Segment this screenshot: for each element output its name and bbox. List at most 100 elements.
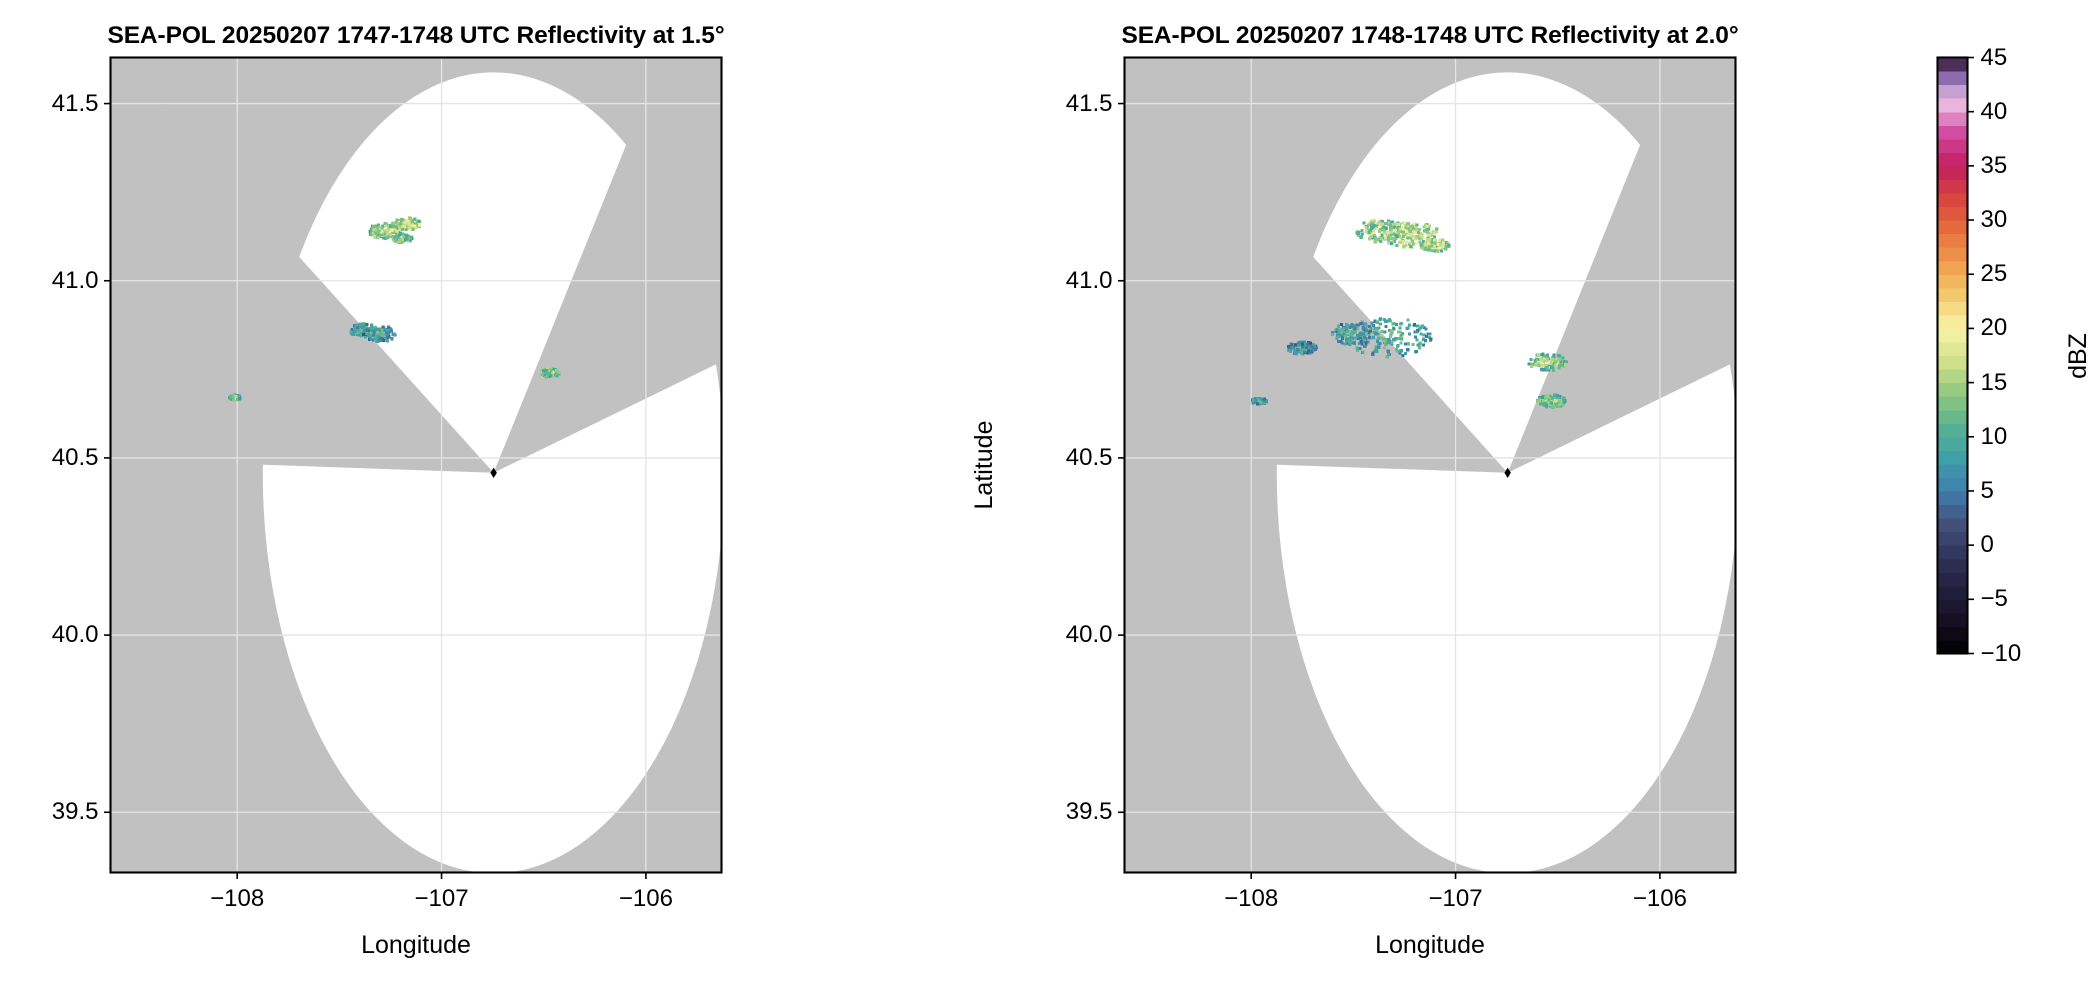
echo-pixel [390,337,394,341]
colorbar-tick-label: 10 [1980,422,2008,450]
echo-pixel [555,374,559,378]
echo-pixel [416,219,421,223]
echo-pixel [1393,224,1397,229]
echo-pixel [362,322,366,326]
echo-pixel [382,332,386,336]
echo-pixel [1382,229,1386,233]
echo-pixel [1436,243,1440,247]
ytick-label: 40.0 [51,621,99,649]
echo-pixel [1342,333,1346,337]
echo-pixel [1337,328,1341,332]
echo-pixel [1364,328,1368,332]
echo-pixel [378,332,382,336]
echo-pixel [1381,337,1385,341]
echo-pixel [1444,247,1448,251]
panel-right: SEA-POL 20250207 1748-1748 UTC Reflectiv… [1014,0,2062,990]
echo-pixel [1395,230,1399,234]
echo-pixel [394,235,398,239]
echo-pixel [355,325,359,329]
echo-pixel [1411,227,1415,231]
echo-pixel [1307,349,1311,353]
echo-pixel [1417,236,1421,240]
echo-pixel [1262,397,1266,401]
echo-pixel [1398,234,1402,238]
echo-pixel [413,217,417,221]
echo-pixel [373,228,377,232]
colorbar-tick-label: 35 [1980,151,2008,179]
echo-pixel [1340,336,1345,340]
echo-pixel [1360,334,1364,338]
echo-pixel [1378,318,1382,322]
colorbar-swatch [1937,639,1968,655]
echo-pixel [373,326,378,330]
echo-pixel [1561,356,1565,360]
echo-pixel [377,229,381,233]
echo-pixel [1308,351,1312,355]
echo-pixel [1433,244,1437,248]
echo-pixel [1422,225,1426,229]
echo-pixel [1340,330,1344,334]
echo-pixel [383,221,387,226]
echo-pixel [1293,351,1297,355]
echo-pixel [387,331,391,335]
echo-pixel [1406,222,1410,226]
echo-pixel [382,339,386,343]
echo-pixel [369,227,374,231]
echo-pixel [1415,338,1419,342]
echo-pixel [1335,329,1339,333]
echo-pixel [1428,339,1432,343]
echo-pixel [1396,344,1400,348]
echo-pixel [1400,240,1404,244]
echo-pixel [1365,331,1369,335]
echo-pixel [1401,226,1405,230]
echo-pixel [1386,219,1390,223]
echo-pixel [1386,352,1391,356]
echo-pixel [365,324,369,328]
echo-pixel [368,329,372,333]
echo-pixel [1363,326,1367,330]
echo-pixel [400,240,404,244]
echo-pixel [1360,235,1364,239]
echo-pixel [1370,321,1374,325]
echo-pixel [1331,332,1335,336]
echo-pixel [1395,243,1399,247]
echo-pixel [1348,325,1352,330]
echo-pixel [393,227,397,231]
echo-pixel [1557,403,1562,407]
echo-pixel [406,237,410,241]
echo-pixel [1308,341,1313,345]
echo-pixel [1422,239,1426,243]
echo-pixel [401,228,405,232]
echo-pixel [1366,340,1370,344]
radar-site-marker [490,467,497,478]
echo-pixel [1380,233,1384,237]
echo-pixel [1434,246,1438,250]
echo-pixel [371,225,375,229]
echo-pixel [1295,346,1299,350]
echo-pixel [1407,341,1411,345]
colorbar-swatch [1937,84,1968,99]
echo-pixel [1418,346,1422,350]
echo-pixel [1377,345,1381,349]
echo-pixel [1534,363,1538,367]
colorbar-swatch [1937,125,1968,140]
echo-pixel [1557,364,1562,368]
echo-pixel [1372,331,1376,335]
echo-pixel [1357,323,1361,327]
echo-pixel [1405,240,1409,244]
echo-pixel [1428,233,1432,237]
echo-pixel [1364,341,1368,345]
xtick-label: −108 [1224,884,1279,912]
echo-pixel [1395,323,1399,327]
echo-pixel [1551,368,1556,373]
echo-pixel [375,224,379,228]
echo-pixel [396,232,400,236]
echo-pixel [1255,397,1259,401]
echo-pixel [1400,236,1404,240]
echo-pixel [349,330,353,334]
colorbar-tick-label: 0 [1980,531,1994,559]
echo-pixel [1549,361,1553,365]
echo-pixel [1407,332,1412,336]
echo-pixel [1386,349,1390,353]
echo-pixel [398,232,402,236]
